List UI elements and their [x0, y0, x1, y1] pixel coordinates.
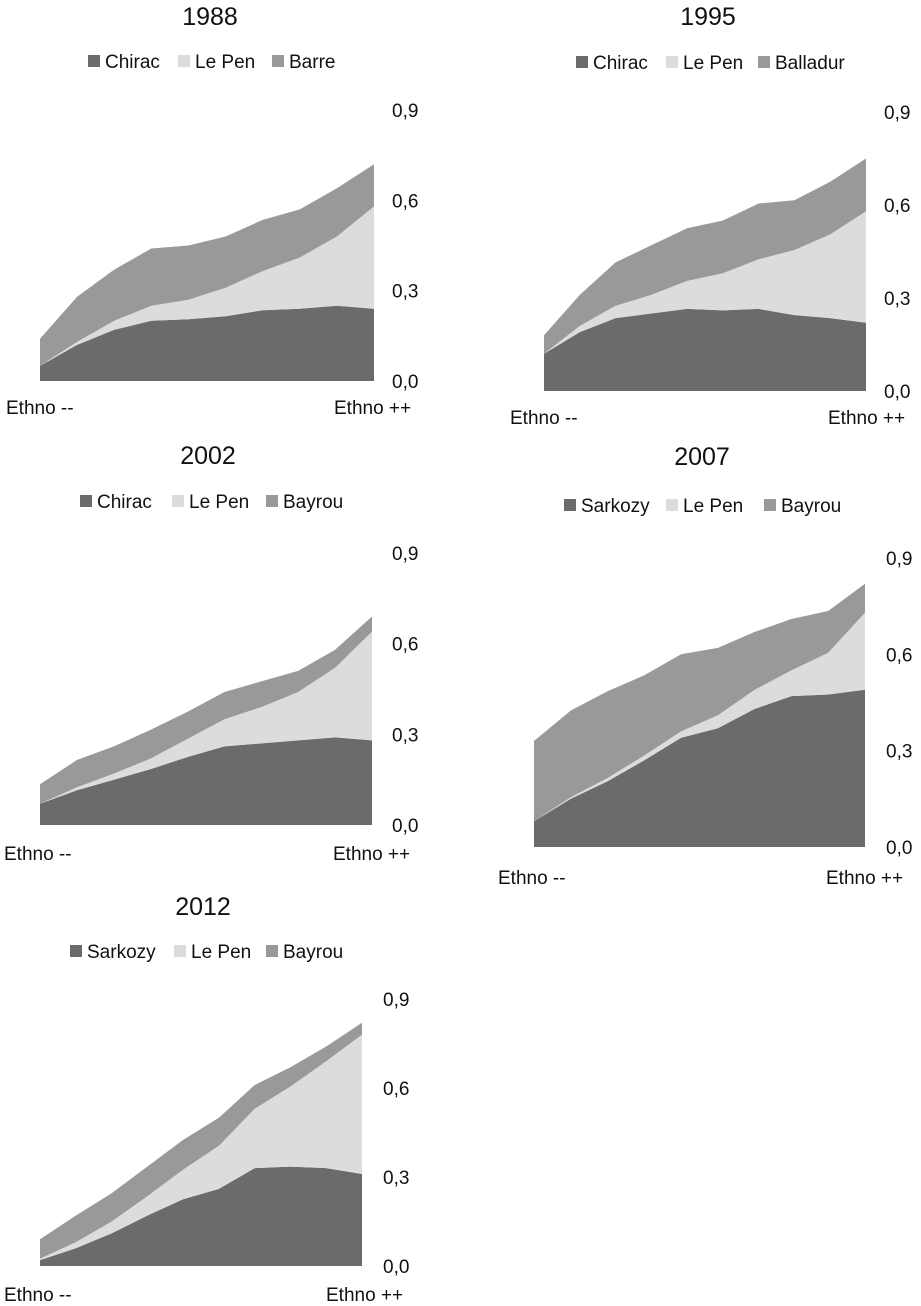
legend-label: Chirac	[105, 52, 160, 73]
legend-label: Sarkozy	[581, 496, 650, 517]
chart-svg: 1988 Chirac Le Pen Barre 0,0 0,3 0,6 0,9 Ethno -…	[6, 3, 418, 419]
legend-swatch	[174, 945, 186, 957]
legend-swatch	[576, 56, 588, 68]
legend-label: Bayrou	[781, 496, 841, 517]
y-tick-label: 0,0	[886, 838, 912, 859]
legend-swatch	[758, 56, 770, 68]
chart-panel-2007: 2007 Sarkozy Le Pen Bayrou 0,0 0,3 0,6 0,9 Ethno…	[480, 440, 920, 890]
legend-label: Sarkozy	[87, 942, 156, 963]
area-chirac	[40, 737, 372, 825]
chart-title: 1995	[680, 3, 736, 31]
x-start-label: Ethno --	[6, 398, 74, 419]
legend-swatch	[80, 495, 92, 507]
y-tick-label: 0,0	[392, 372, 418, 393]
y-tick-label: 0,3	[392, 282, 418, 303]
legend-label: Bayrou	[283, 492, 343, 513]
area-balladur	[544, 158, 866, 354]
legend-label: Le Pen	[195, 52, 255, 73]
x-end-label: Ethno ++	[334, 398, 411, 419]
chart-svg: 2002 Chirac Le Pen Bayrou 0,0 0,3 0,6 0,9 Ethno …	[4, 442, 418, 865]
chart-svg: 2007 Sarkozy Le Pen Bayrou 0,0 0,3 0,6 0,9 Ethno…	[498, 443, 912, 889]
y-tick-label: 0,3	[383, 1168, 409, 1189]
area-sarkozy	[534, 689, 865, 847]
area-le-pen	[40, 1034, 362, 1261]
chart-title: 2012	[175, 893, 231, 921]
legend-swatch	[266, 495, 278, 507]
y-tick-label: 0,3	[886, 742, 912, 763]
x-end-label: Ethno ++	[828, 408, 905, 429]
x-start-label: Ethno --	[4, 1285, 72, 1306]
x-start-label: Ethno --	[498, 868, 566, 889]
legend-swatch	[564, 499, 576, 511]
x-end-label: Ethno ++	[326, 1285, 403, 1306]
y-tick-label: 0,9	[392, 544, 418, 565]
legend-label: Balladur	[775, 53, 845, 74]
y-tick-label: 0,9	[886, 549, 912, 570]
area-barre	[40, 164, 374, 366]
x-start-label: Ethno --	[4, 844, 72, 865]
legend-swatch	[266, 945, 278, 957]
area-sarkozy	[40, 1166, 362, 1266]
legend-label: Le Pen	[189, 492, 249, 513]
y-tick-label: 0,6	[884, 196, 910, 217]
chart-panel-2012: 2012 Sarkozy Le Pen Bayrou 0,0 0,3 0,6 0,9 Ethno…	[0, 890, 440, 1306]
legend-swatch	[666, 499, 678, 511]
y-tick-label: 0,0	[884, 382, 910, 403]
legend-label: Bayrou	[283, 942, 343, 963]
x-end-label: Ethno ++	[333, 844, 410, 865]
legend-label: Le Pen	[683, 496, 743, 517]
legend-swatch	[764, 499, 776, 511]
chart-title: 1988	[182, 3, 238, 31]
chart-panel-1995: 1995 Chirac Le Pen Balladur 0,0 0,3 0,6 0,9 Ethn…	[480, 0, 920, 440]
y-tick-label: 0,9	[383, 990, 409, 1011]
y-tick-label: 0,6	[392, 635, 418, 656]
area-le-pen	[40, 206, 374, 366]
legend-swatch	[272, 55, 284, 67]
y-tick-label: 0,3	[884, 289, 910, 310]
legend-swatch	[70, 945, 82, 957]
chart-panel-2002: 2002 Chirac Le Pen Bayrou 0,0 0,3 0,6 0,9 Ethno …	[0, 440, 440, 870]
legend-label: Le Pen	[683, 53, 743, 74]
area-chirac	[544, 308, 866, 391]
y-tick-label: 0,9	[884, 103, 910, 124]
area-bayrou	[534, 583, 865, 822]
x-start-label: Ethno --	[510, 408, 578, 429]
legend-swatch	[88, 55, 100, 67]
chart-panel-1988: 1988 Chirac Le Pen Barre 0,0 0,3 0,6 0,9 Ethno -…	[0, 0, 440, 430]
chart-title: 2007	[674, 443, 730, 471]
legend-label: Barre	[289, 52, 335, 73]
y-tick-label: 0,3	[392, 725, 418, 746]
y-tick-label: 0,0	[392, 816, 418, 837]
y-tick-label: 0,6	[383, 1079, 409, 1100]
y-tick-label: 0,6	[886, 645, 912, 666]
y-tick-label: 0,0	[383, 1257, 409, 1278]
area-chirac	[40, 305, 374, 381]
area-le-pen	[534, 612, 865, 822]
area-bayrou	[40, 1022, 362, 1259]
legend-label: Chirac	[97, 492, 152, 513]
chart-title: 2002	[180, 442, 236, 470]
legend-swatch	[666, 56, 678, 68]
area-bayrou	[40, 616, 372, 804]
chart-svg: 1995 Chirac Le Pen Balladur 0,0 0,3 0,6 0,9 Ethn…	[510, 3, 910, 429]
area-le-pen	[40, 631, 372, 804]
area-le-pen	[544, 211, 866, 354]
y-tick-label: 0,9	[392, 101, 418, 122]
legend-swatch	[178, 55, 190, 67]
x-end-label: Ethno ++	[826, 868, 903, 889]
legend-label: Le Pen	[191, 942, 251, 963]
legend-swatch	[172, 495, 184, 507]
chart-svg: 2012 Sarkozy Le Pen Bayrou 0,0 0,3 0,6 0,9 Ethno…	[4, 893, 409, 1306]
y-tick-label: 0,6	[392, 191, 418, 212]
legend-label: Chirac	[593, 53, 648, 74]
